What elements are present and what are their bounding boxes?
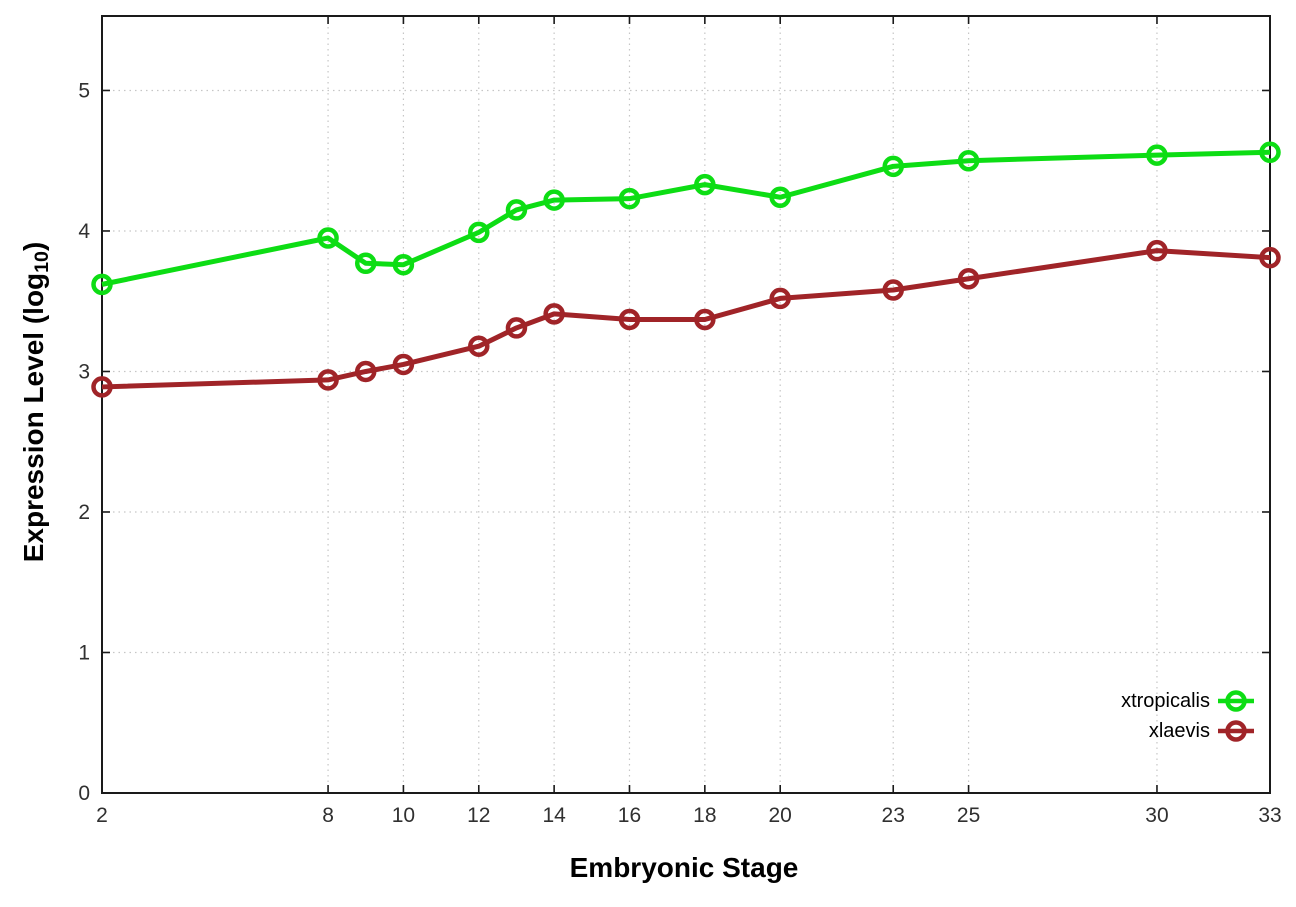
data-point-xlaevis-stage-8 <box>317 369 339 391</box>
data-point-xtropicalis-stage-10 <box>392 253 415 276</box>
data-point-xlaevis-stage-25 <box>957 267 980 290</box>
data-point-xtropicalis-stage-20 <box>769 186 791 209</box>
y-tick-labels: 0 1 2 3 4 5 <box>78 79 90 805</box>
data-point-xtropicalis-stage-13 <box>505 199 528 221</box>
data-point-xtropicalis-stage-30 <box>1146 144 1168 166</box>
data-point-xtropicalis-stage-2 <box>91 273 113 296</box>
data-point-xlaevis-stage-12 <box>468 335 490 357</box>
svg-text:8: 8 <box>322 804 334 827</box>
svg-text:20: 20 <box>769 804 792 827</box>
legend-marker-xtropicalis-icon <box>1218 690 1254 712</box>
y-axis-label-prefix: Expression Level (log <box>18 272 50 563</box>
data-point-xtropicalis-stage-25 <box>957 149 980 172</box>
data-point-xtropicalis-stage-9 <box>354 252 377 275</box>
svg-text:23: 23 <box>882 804 905 827</box>
x-axis-label-text: Embryonic Stage <box>569 852 799 883</box>
svg-text:30: 30 <box>1145 804 1168 827</box>
y-axis-label: Expression Level (log10) <box>18 242 54 563</box>
data-point-xtropicalis-stage-16 <box>618 187 641 210</box>
svg-text:3: 3 <box>78 360 90 383</box>
x-axis-label: Embryonic Stage <box>570 852 799 884</box>
data-point-xtropicalis-stage-8 <box>317 227 339 249</box>
svg-text:4: 4 <box>78 220 90 243</box>
data-point-xtropicalis-stage-23 <box>882 155 904 178</box>
data-point-xlaevis-stage-18 <box>694 308 716 331</box>
x-tick-labels: 2 8 10 12 14 16 18 20 23 25 30 33 <box>96 804 1282 827</box>
data-point-xtropicalis-stage-12 <box>468 221 490 244</box>
y-axis-label-suffix: ) <box>18 241 50 252</box>
svg-text:2: 2 <box>96 804 108 827</box>
svg-text:33: 33 <box>1258 804 1281 827</box>
data-point-xlaevis-stage-16 <box>618 308 641 331</box>
data-point-xlaevis-stage-13 <box>505 317 528 339</box>
legend-label-xtropicalis: xtropicalis <box>1121 689 1210 712</box>
legend-label-xlaevis: xlaevis <box>1148 719 1210 742</box>
svg-text:2: 2 <box>78 501 90 524</box>
data-point-xlaevis-stage-10 <box>392 353 415 376</box>
data-point-xlaevis-stage-9 <box>354 360 377 383</box>
legend-item-xlaevis: xlaevis <box>1121 716 1254 746</box>
data-point-xlaevis-stage-30 <box>1146 239 1168 262</box>
svg-text:5: 5 <box>78 79 90 102</box>
series-xtropicalis <box>91 141 1281 296</box>
data-point-xlaevis-stage-14 <box>543 303 565 325</box>
legend-marker-xlaevis-icon <box>1218 720 1254 742</box>
svg-text:0: 0 <box>78 782 90 805</box>
data-point-xlaevis-stage-33 <box>1259 246 1281 269</box>
legend-item-xtropicalis: xtropicalis <box>1121 686 1254 716</box>
series-xlaevis <box>91 239 1281 398</box>
data-point-xtropicalis-stage-18 <box>694 173 716 196</box>
tick-marks <box>101 16 1271 794</box>
data-point-xlaevis-stage-23 <box>882 279 904 301</box>
data-point-xlaevis-stage-2 <box>91 376 113 398</box>
svg-text:16: 16 <box>618 804 641 827</box>
svg-text:1: 1 <box>78 641 90 664</box>
svg-text:12: 12 <box>467 804 490 827</box>
svg-text:14: 14 <box>542 804 566 827</box>
legend: xtropicalis xlaevis <box>1121 686 1254 746</box>
svg-text:10: 10 <box>392 804 415 827</box>
data-point-xlaevis-stage-20 <box>769 287 791 310</box>
y-axis-label-subscript: 10 <box>30 251 53 273</box>
data-point-xtropicalis-stage-33 <box>1259 141 1281 164</box>
plot-border <box>101 15 1271 794</box>
svg-text:18: 18 <box>693 804 716 827</box>
data-point-xtropicalis-stage-14 <box>543 189 565 211</box>
svg-text:25: 25 <box>957 804 980 827</box>
gridlines <box>102 16 1270 793</box>
